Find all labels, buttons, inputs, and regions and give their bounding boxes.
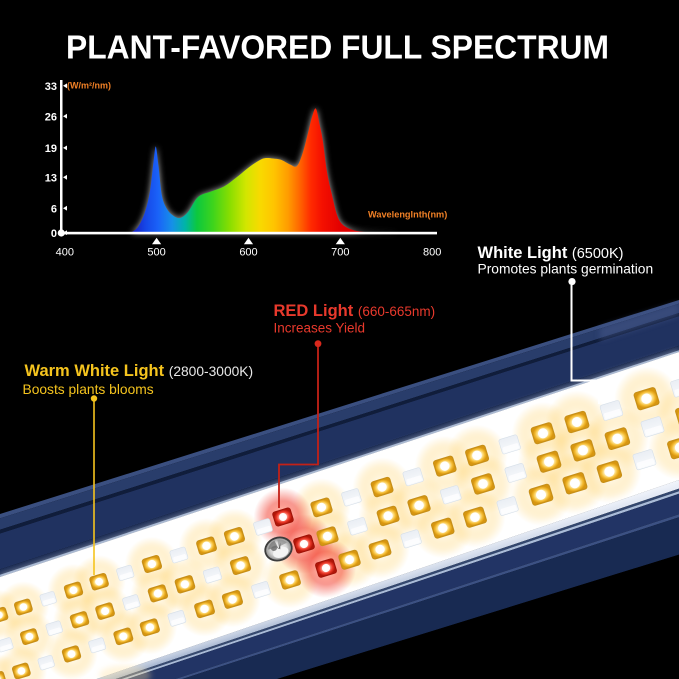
- svg-text:500: 500: [147, 247, 165, 259]
- svg-text:White Light (6500K): White Light (6500K): [478, 244, 624, 262]
- svg-text:400: 400: [56, 247, 74, 259]
- svg-text:WavelengInth(nm): WavelengInth(nm): [368, 210, 447, 220]
- svg-text:RED Light (660-665nm): RED Light (660-665nm): [274, 302, 436, 320]
- svg-text:700: 700: [331, 247, 349, 259]
- svg-text:Warm White Light (2800-3000K): Warm White Light (2800-3000K): [25, 362, 254, 380]
- svg-text:PLANT-FAVORED FULL SPECTRUM: PLANT-FAVORED FULL SPECTRUM: [66, 30, 609, 67]
- svg-text:19: 19: [45, 143, 57, 155]
- svg-text:(W/m²/nm): (W/m²/nm): [67, 81, 111, 91]
- svg-text:600: 600: [239, 247, 257, 259]
- svg-text:Increases Yield: Increases Yield: [274, 321, 366, 336]
- svg-text:800: 800: [423, 247, 441, 259]
- svg-text:13: 13: [45, 173, 57, 185]
- svg-text:33: 33: [45, 81, 57, 93]
- svg-text:6: 6: [51, 203, 57, 215]
- svg-text:0: 0: [51, 228, 57, 240]
- svg-text:Promotes plants germination: Promotes plants germination: [478, 262, 654, 277]
- svg-text:Boosts plants blooms: Boosts plants blooms: [23, 382, 154, 397]
- svg-text:26: 26: [45, 111, 57, 123]
